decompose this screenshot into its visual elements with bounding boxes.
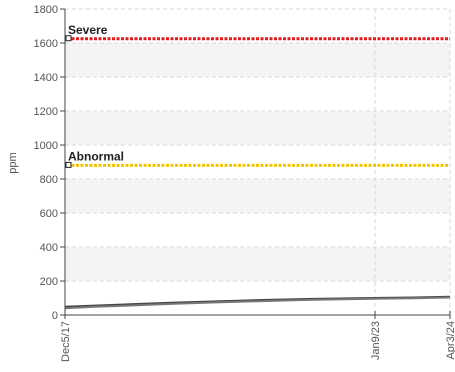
threshold-marker-abnormal (65, 161, 72, 168)
y-tick-label: 400 (40, 242, 58, 254)
y-tick-label: 1200 (34, 106, 58, 118)
x-axis-ticks: Dec5/17 Jan9/23 Apr3/24 (60, 311, 455, 362)
y-tick-label: 1400 (34, 72, 58, 84)
background-band (65, 43, 450, 77)
y-tick-label: 1600 (34, 38, 58, 50)
y-tick-label: 200 (40, 276, 58, 288)
background-band (65, 111, 450, 145)
x-tick-label: Apr3/24 (445, 321, 455, 360)
y-tick-label: 600 (40, 208, 58, 220)
threshold-label-abnormal: Abnormal (68, 149, 124, 163)
y-axis-label: ppm (7, 152, 19, 173)
x-tick-label: Dec5/17 (60, 321, 72, 362)
axes (64, 9, 450, 316)
background-bands (65, 43, 450, 281)
series-lines (64, 295, 451, 310)
y-tick-label: 1000 (34, 140, 58, 152)
background-band (65, 179, 450, 213)
series-line-2 (64, 296, 451, 310)
x-tick-label: Jan9/23 (370, 321, 382, 360)
threshold-lines: Severe Abnormal (65, 23, 450, 168)
threshold-label-severe: Severe (68, 23, 108, 37)
y-axis-ticks: 0 200 400 600 800 1000 1200 1400 1600 1800 (34, 4, 65, 322)
y-tick-label: 0 (52, 310, 58, 322)
y-tick-label: 800 (40, 174, 58, 186)
y-tick-label: 1800 (34, 4, 58, 16)
background-band (65, 247, 450, 281)
threshold-marker-severe (65, 35, 72, 42)
